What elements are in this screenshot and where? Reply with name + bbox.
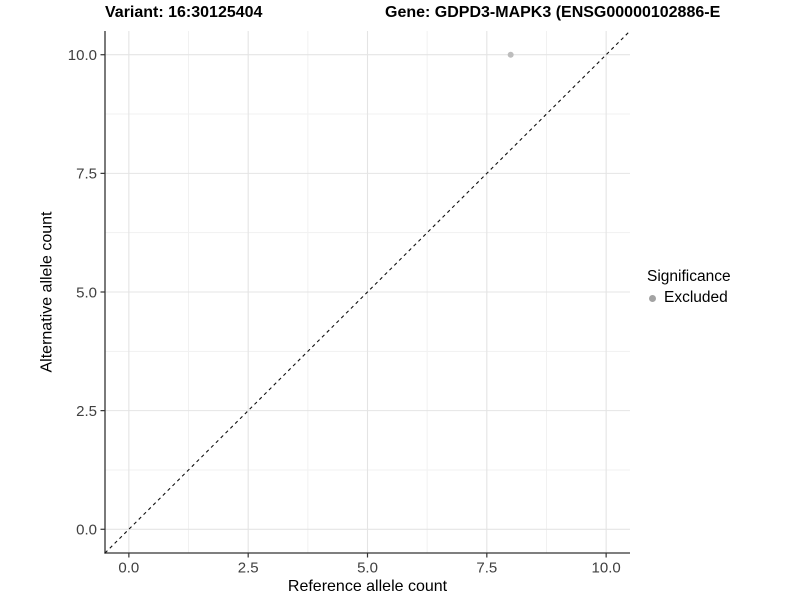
x-axis-title: Reference allele count <box>287 578 448 595</box>
identity-reference-line <box>104 30 631 554</box>
y-tick-label: 10.0 <box>68 47 97 64</box>
y-tick-label: 7.5 <box>76 166 97 183</box>
legend: Significance Excluded <box>647 267 731 307</box>
excluded-point-swatch-icon <box>649 294 656 302</box>
y-tick-label: 2.5 <box>76 403 97 420</box>
y-axis-title: Alternative allele count <box>38 211 56 373</box>
x-tick-label: 5.0 <box>357 560 378 577</box>
legend-item-label: Excluded <box>664 289 728 306</box>
x-tick-label: 2.5 <box>238 560 259 577</box>
x-tick-label: 10.0 <box>592 560 621 577</box>
x-tick-label: 0.0 <box>118 560 139 577</box>
x-tick-label: 7.5 <box>476 560 497 577</box>
y-tick-label: 0.0 <box>76 522 97 539</box>
legend-title: Significance <box>647 268 731 285</box>
legend-item-excluded: Excluded <box>647 289 731 307</box>
plot-title-row: Variant: 16:30125404 Gene: GDPD3-MAPK3 (… <box>0 3 800 25</box>
y-tick-label: 5.0 <box>76 284 97 301</box>
data-point-excluded <box>507 51 514 58</box>
gene-title: Gene: GDPD3-MAPK3 (ENSG00000102886-E <box>385 4 721 21</box>
variant-title: Variant: 16:30125404 <box>105 4 263 21</box>
